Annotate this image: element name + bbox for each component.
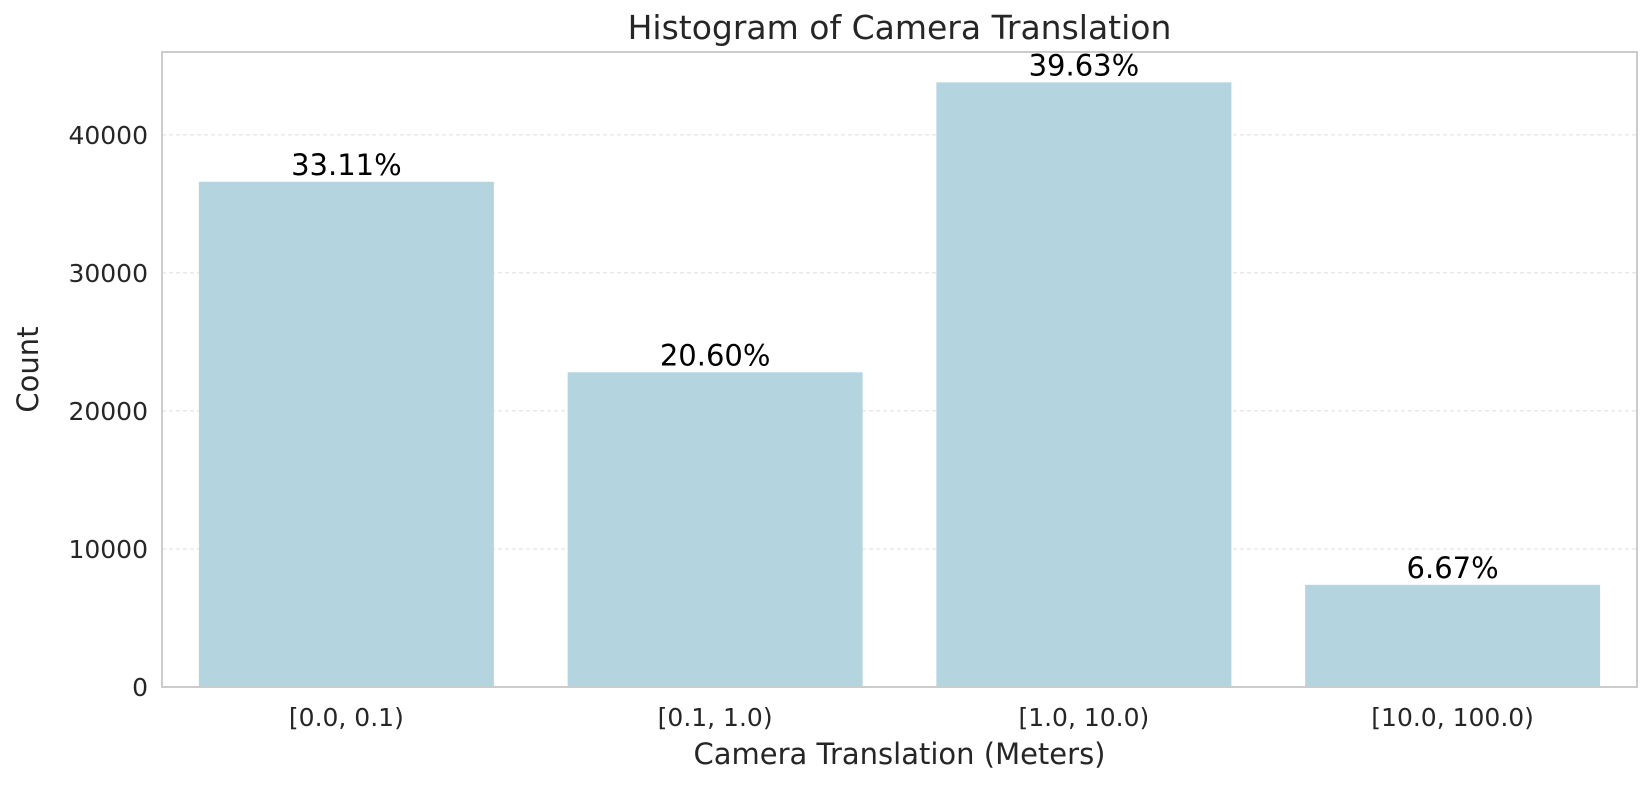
plot-frame: [161, 51, 1638, 688]
data-label-layer: 33.11% 20.60% 39.63% 6.67%: [291, 48, 1499, 584]
y-tick-labels: 0 10000 20000 30000 40000: [68, 121, 148, 702]
bar-layer: [198, 82, 1601, 687]
x-tick-label: [0.1, 1.0): [658, 703, 773, 732]
bar: [936, 82, 1232, 687]
bar: [198, 181, 494, 687]
x-tick-labels: [0.0, 0.1) [0.1, 1.0) [1.0, 10.0) [10.0, 10…: [289, 703, 1534, 732]
bar: [567, 372, 863, 687]
bar-data-label: 39.63%: [1029, 48, 1140, 82]
bar-data-label: 33.11%: [291, 148, 402, 182]
bar-data-label: 20.60%: [660, 338, 771, 372]
bar: [1305, 584, 1601, 687]
y-tick-label: 0: [132, 673, 148, 702]
y-tick-label: 30000: [68, 259, 148, 288]
x-axis-label: Camera Translation (Meters): [694, 737, 1106, 771]
chart-title: Histogram of Camera Translation: [628, 8, 1172, 47]
y-tick-label: 10000: [68, 535, 148, 564]
y-tick-label: 40000: [68, 121, 148, 150]
x-tick-label: [0.0, 0.1): [289, 703, 404, 732]
y-tick-label: 20000: [68, 397, 148, 426]
x-tick-label: [10.0, 100.0): [1371, 703, 1534, 732]
bar-data-label: 6.67%: [1407, 551, 1499, 585]
x-tick-label: [1.0, 10.0): [1018, 703, 1149, 732]
y-axis-label: Count: [11, 326, 45, 412]
